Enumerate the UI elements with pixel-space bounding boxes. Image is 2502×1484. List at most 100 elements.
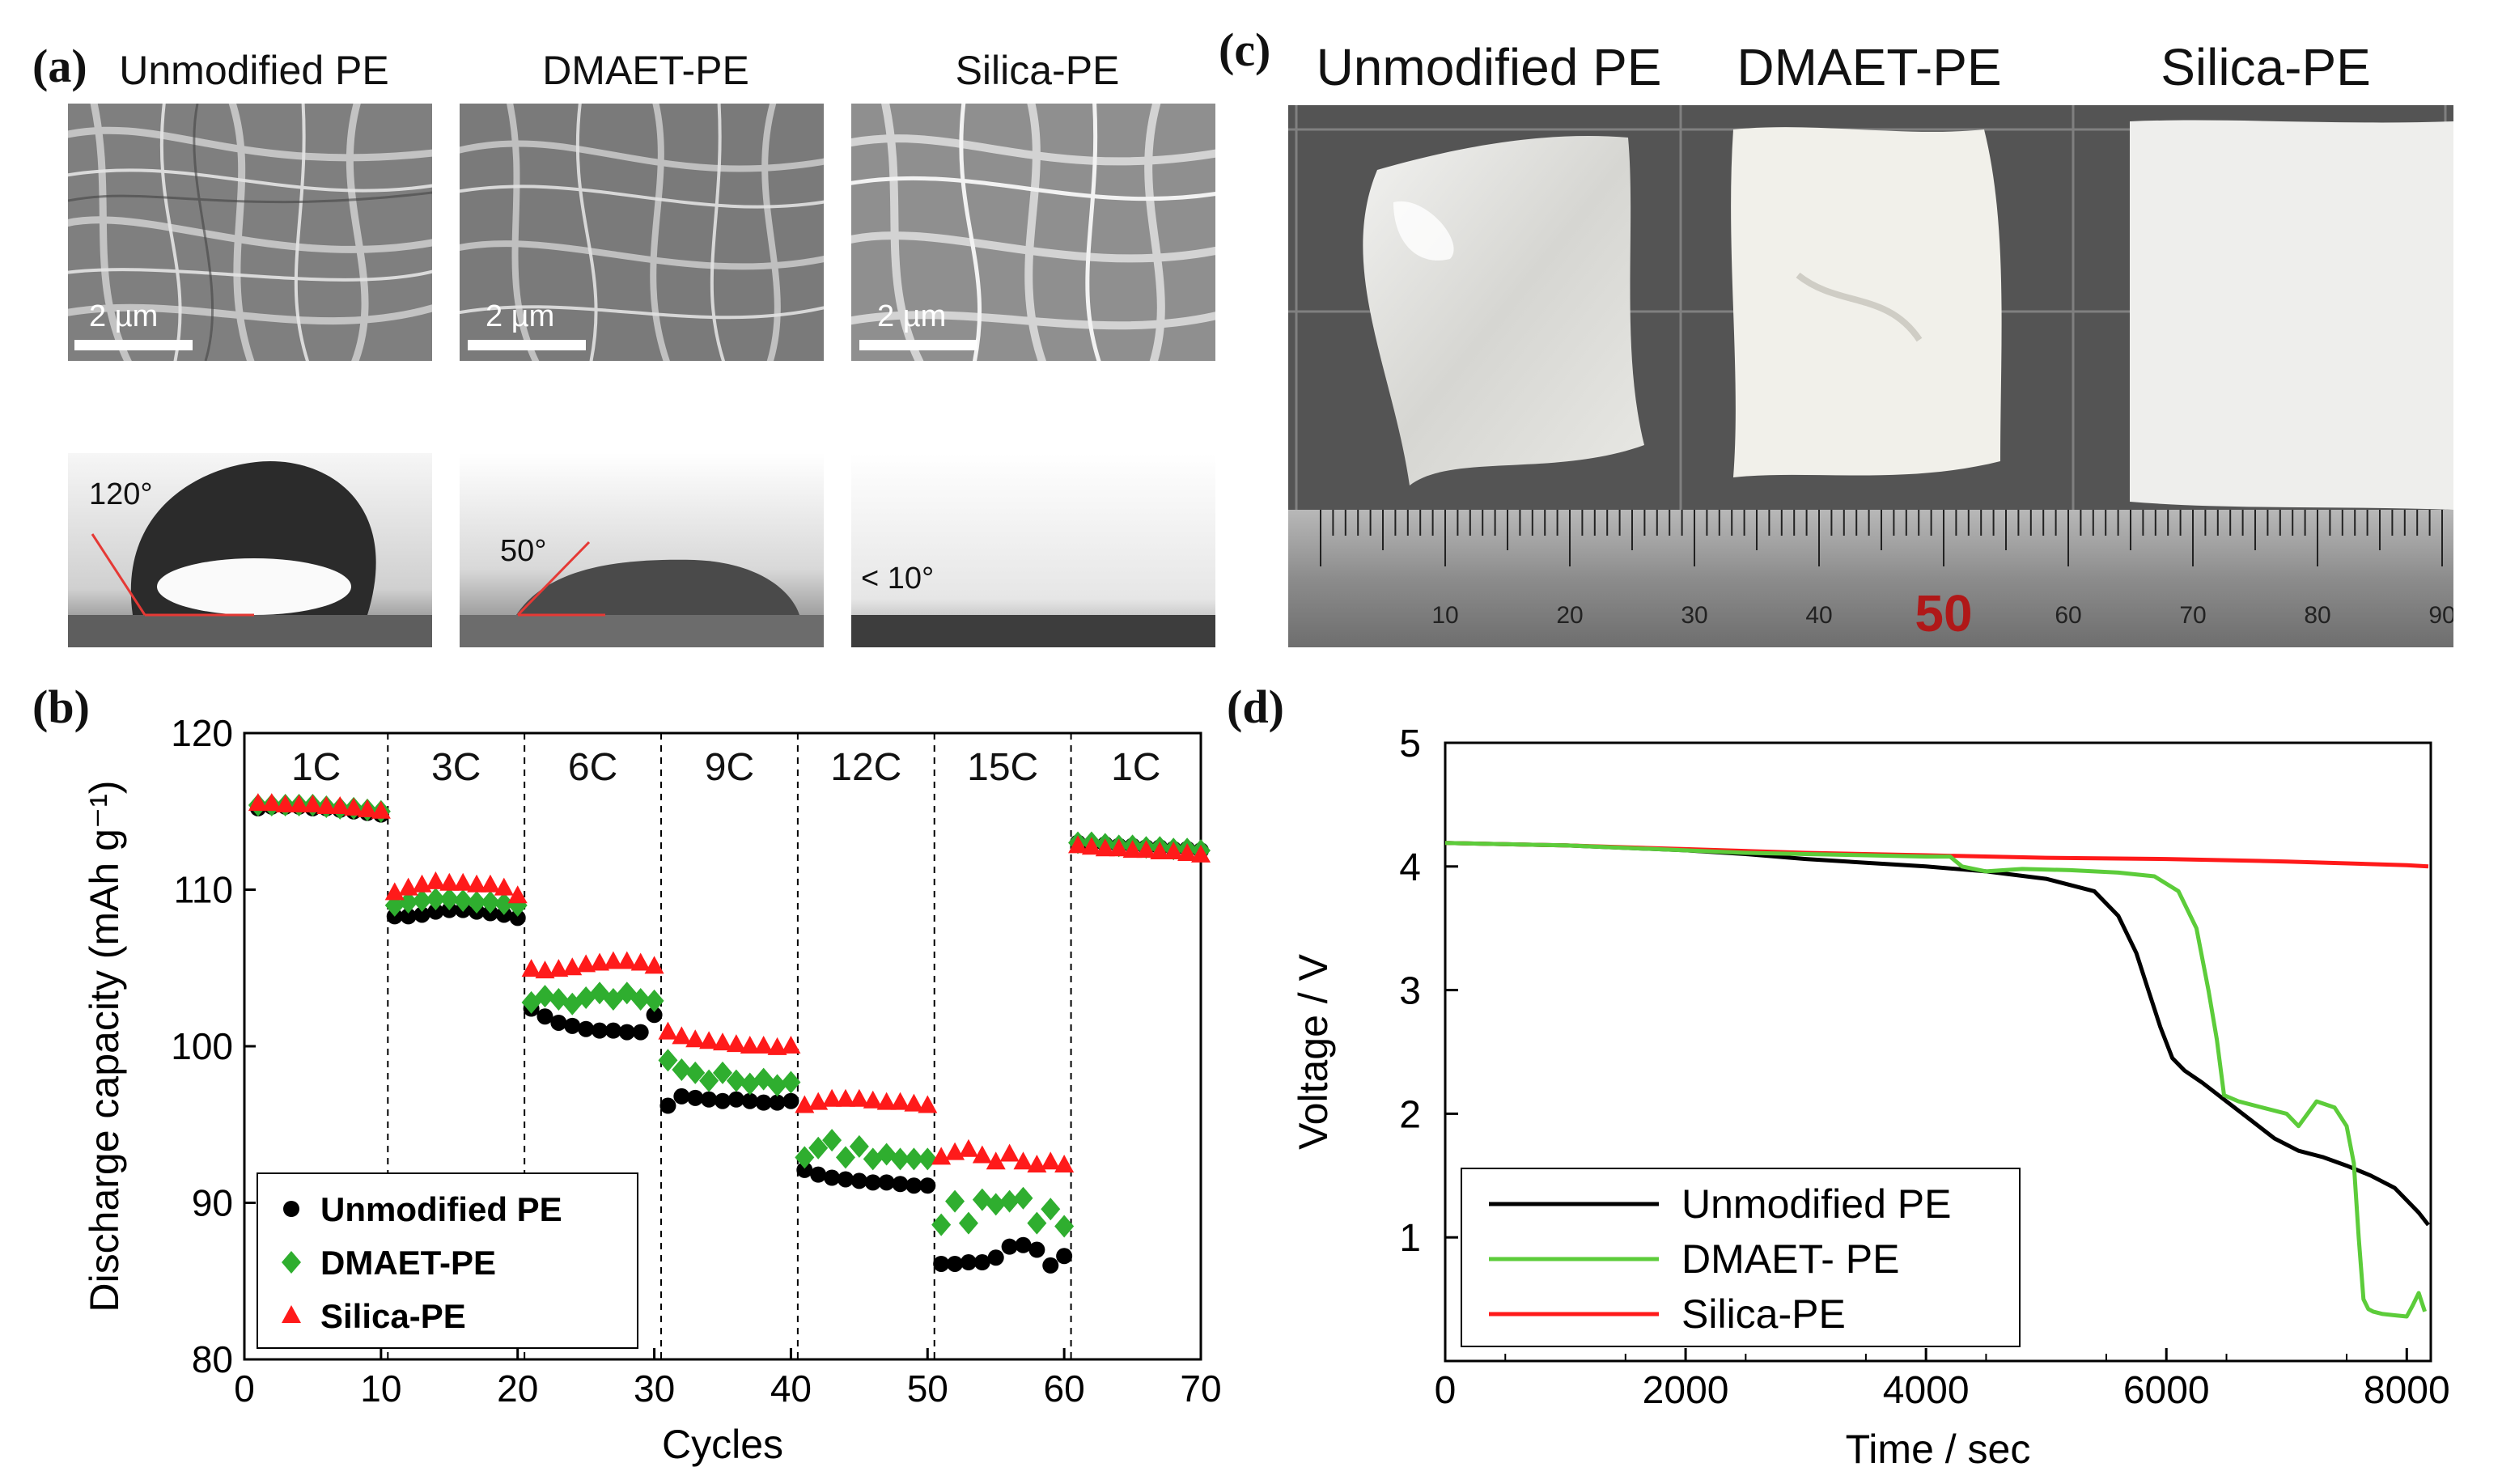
scale-label-unmodified: 2 µm bbox=[89, 299, 159, 333]
data-point-dmaet-pe bbox=[781, 1071, 801, 1094]
data-point-unmodified-pe bbox=[427, 903, 444, 920]
data-point-unmodified-pe bbox=[687, 1089, 704, 1106]
sem-title-silica: Silica-PE bbox=[955, 48, 1120, 93]
data-point-silica-pe bbox=[412, 874, 432, 893]
data-point-silica-pe bbox=[1191, 844, 1211, 863]
data-point-silica-pe bbox=[398, 877, 418, 896]
data-point-unmodified-pe bbox=[892, 1176, 909, 1193]
data-point-silica-pe bbox=[261, 793, 282, 812]
data-point-dmaet-pe bbox=[795, 1146, 815, 1169]
data-point-dmaet-pe bbox=[439, 888, 460, 911]
data-point-unmodified-pe bbox=[727, 1091, 744, 1108]
y-tick-label: 80 bbox=[192, 1338, 233, 1380]
scale-label-silica: 2 µm bbox=[877, 299, 947, 333]
data-point-silica-pe bbox=[999, 1143, 1020, 1162]
data-point-silica-pe bbox=[958, 1138, 978, 1157]
ruler-number: 60 bbox=[2055, 602, 2081, 629]
plot-frame bbox=[1444, 741, 2432, 1363]
data-point-silica-pe bbox=[507, 885, 528, 904]
x-tick-label: 50 bbox=[907, 1367, 948, 1410]
data-point-unmodified-pe bbox=[782, 1092, 799, 1109]
data-point-dmaet-pe bbox=[1041, 1198, 1061, 1221]
data-point-silica-pe bbox=[672, 1026, 692, 1045]
data-point-silica-pe bbox=[685, 1029, 706, 1048]
data-point-unmodified-pe bbox=[536, 1008, 553, 1025]
data-point-dmaet-pe bbox=[890, 1147, 910, 1171]
rate-label: 9C bbox=[705, 746, 754, 789]
data-point-silica-pe bbox=[890, 1092, 910, 1110]
data-point-dmaet-pe bbox=[699, 1069, 719, 1092]
data-point-silica-pe bbox=[590, 952, 610, 971]
data-point-silica-pe bbox=[1095, 838, 1115, 857]
data-point-silica-pe bbox=[1136, 840, 1156, 859]
data-point-silica-pe bbox=[549, 959, 569, 977]
sem-image-silica bbox=[851, 104, 1215, 361]
data-point-silica-pe bbox=[1041, 1151, 1061, 1170]
x-tick-label: 70 bbox=[1180, 1367, 1221, 1410]
ruler-number: 40 bbox=[1805, 602, 1832, 629]
sem-image-unmodified bbox=[68, 104, 432, 361]
data-point-silica-pe bbox=[371, 800, 391, 819]
y-tick-label: 1 bbox=[1399, 1217, 1421, 1260]
data-point-silica-pe bbox=[781, 1036, 801, 1054]
y-tick-label: 100 bbox=[171, 1025, 233, 1067]
rate-label: 3C bbox=[431, 746, 481, 789]
data-point-silica-pe bbox=[562, 957, 583, 976]
data-point-silica-pe bbox=[1081, 837, 1101, 855]
data-point-unmodified-pe bbox=[973, 1254, 990, 1271]
contact-angle-image-dmaet bbox=[460, 453, 824, 647]
data-point-unmodified-pe bbox=[413, 906, 430, 923]
x-axis-label: Cycles bbox=[662, 1422, 783, 1467]
series-line-dmaet-pe bbox=[1444, 841, 2427, 1319]
data-point-silica-pe bbox=[1177, 842, 1198, 861]
data-point-unmodified-pe bbox=[837, 1171, 854, 1188]
data-point-silica-pe bbox=[713, 1032, 732, 1051]
angle-label-silica: < 10° bbox=[861, 562, 935, 596]
contact-angle-image-unmodified bbox=[68, 453, 432, 647]
data-point-silica-pe bbox=[494, 877, 514, 896]
rate-label: 6C bbox=[568, 746, 617, 789]
data-point-dmaet-pe bbox=[480, 890, 500, 914]
data-point-dmaet-pe bbox=[685, 1061, 706, 1084]
data-point-unmodified-pe bbox=[1001, 1238, 1018, 1255]
x-tick-label: 40 bbox=[770, 1367, 812, 1410]
legend-label: DMAET- PE bbox=[1681, 1236, 1899, 1282]
data-point-silica-pe bbox=[1164, 842, 1184, 860]
data-point-unmodified-pe bbox=[509, 909, 526, 926]
y-tick-label: 110 bbox=[174, 869, 233, 911]
data-point-silica-pe bbox=[1013, 1151, 1033, 1170]
data-point-silica-pe bbox=[439, 872, 460, 891]
data-point-unmodified-pe bbox=[1042, 1257, 1059, 1274]
x-tick-label: 2000 bbox=[1643, 1369, 1729, 1412]
data-point-unmodified-pe bbox=[850, 1172, 867, 1189]
data-point-silica-pe bbox=[617, 951, 637, 969]
y-tick-label: 4 bbox=[1399, 846, 1421, 889]
scale-bar-silica bbox=[859, 340, 977, 350]
data-point-silica-pe bbox=[1068, 835, 1088, 854]
legend-box bbox=[1461, 1168, 2021, 1347]
legend-label: Unmodified PE bbox=[320, 1190, 562, 1228]
data-point-dmaet-pe bbox=[467, 890, 487, 914]
data-point-silica-pe bbox=[876, 1092, 897, 1110]
data-point-dmaet-pe bbox=[603, 987, 623, 1011]
data-point-dmaet-pe bbox=[384, 893, 405, 917]
data-point-dmaet-pe bbox=[658, 1049, 678, 1072]
data-point-dmaet-pe bbox=[986, 1193, 1006, 1216]
panel-c-label: (c) bbox=[1219, 23, 1271, 76]
data-point-silica-pe bbox=[521, 959, 541, 977]
data-point-unmodified-pe bbox=[564, 1017, 581, 1034]
ruler-number: 10 bbox=[1431, 602, 1458, 629]
data-point-dmaet-pe bbox=[849, 1134, 869, 1158]
data-point-silica-pe bbox=[480, 874, 500, 893]
data-point-silica-pe bbox=[1122, 840, 1143, 859]
data-point-unmodified-pe bbox=[741, 1092, 758, 1109]
x-tick-label: 8000 bbox=[2364, 1369, 2450, 1412]
data-point-silica-pe bbox=[945, 1142, 965, 1160]
data-point-unmodified-pe bbox=[604, 1022, 621, 1039]
data-point-dmaet-pe bbox=[931, 1213, 952, 1236]
panel-a-label: (a) bbox=[32, 40, 87, 92]
data-point-unmodified-pe bbox=[646, 1007, 663, 1024]
chart-d-voltage-time: 0 2000 4000 6000 8000 1 2 3 4 5 Time / sec Voltage … bbox=[1291, 723, 2450, 1472]
data-point-unmodified-pe bbox=[878, 1174, 895, 1191]
data-point-silica-pe bbox=[740, 1036, 760, 1054]
